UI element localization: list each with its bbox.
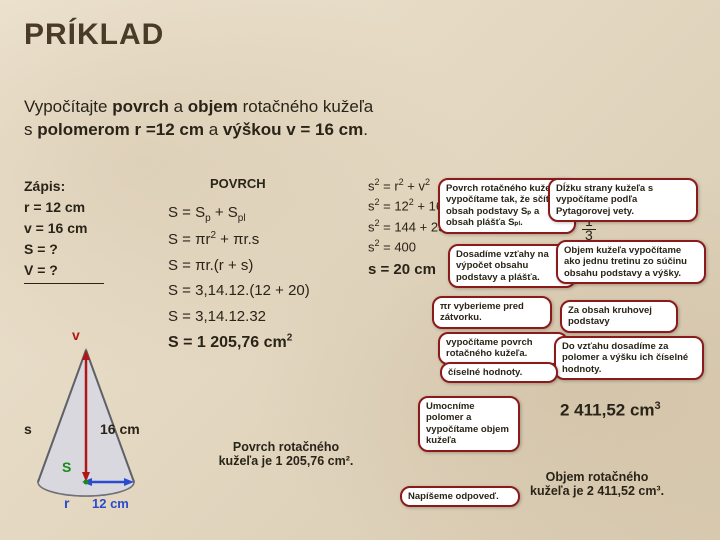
s-r1: S = Sp + Spl <box>168 200 310 227</box>
zapis-S: S = ? <box>24 239 104 260</box>
volume-result: 2 411,52 cm3 <box>560 400 661 421</box>
povrch-heading: POVRCH <box>210 176 266 191</box>
cone-S-label: S <box>62 459 71 475</box>
answer-surface: Povrch rotačného kužeľa je 1 205,76 cm². <box>176 440 396 468</box>
s-r2: S = πr2 + πr.s <box>168 227 310 253</box>
t1b: povrch <box>112 97 169 116</box>
t1a: Vypočítajte <box>24 97 112 116</box>
s-r5: S = 3,14.12.32 <box>168 304 310 330</box>
cone-r-val: 12 cm <box>92 496 129 511</box>
s-r6: S = 1 205,76 cm2 <box>168 329 310 356</box>
t1e: rotačného kužeľa <box>238 97 373 116</box>
t2c: a <box>204 120 223 139</box>
zapis-h: Zápis: <box>24 176 104 197</box>
callout-dosad2: Do vzťahu dosadíme za polomer a výšku ic… <box>554 336 704 380</box>
zapis-rule <box>24 283 104 284</box>
cone-diagram: s v 16 cm S 12 cm r <box>24 312 154 512</box>
zapis-v: v = 16 cm <box>24 218 104 239</box>
ans2b: kužeľa je 2 411,52 cm³. <box>530 484 664 498</box>
callout-objem-def: Objem kužeľa vypočítame ako jednu tretin… <box>556 240 706 284</box>
callout-pyt: Dĺžku strany kužeľa s vypočítame podľa P… <box>548 178 698 222</box>
t1c: a <box>169 97 188 116</box>
surface-column: S = Sp + Spl S = πr2 + πr.s S = πr.(r + … <box>168 200 310 356</box>
callout-umoc: Umocníme polomer a vypočítame objem kuže… <box>418 396 520 452</box>
t2b: polomerom r =12 cm <box>37 120 204 139</box>
cone-s-label: s <box>24 421 32 437</box>
task-text: Vypočítajte povrch a objem rotačného kuž… <box>24 96 373 142</box>
answer-volume: Objem rotačného kužeľa je 2 411,52 cm³. <box>530 470 664 498</box>
callout-odpoved: Napíšeme odpoveď. <box>400 486 520 507</box>
callout-cisla: číselné hodnoty. <box>440 362 558 383</box>
zapis-block: Zápis: r = 12 cm v = 16 cm S = ? V = ? <box>24 176 104 284</box>
cone-v-label: v <box>72 327 80 343</box>
ans1b: kužeľa je 1 205,76 cm². <box>219 454 354 468</box>
sc-r5: s = 20 cm <box>368 258 453 281</box>
callout-obsah: Za obsah kruhovej podstavy <box>560 300 678 333</box>
s-r4: S = 3,14.12.(12 + 20) <box>168 278 310 304</box>
cone-r-label: r <box>64 495 70 511</box>
t2a: s <box>24 120 37 139</box>
zapis-V: V = ? <box>24 260 104 281</box>
t1d: objem <box>188 97 238 116</box>
zapis-r: r = 12 cm <box>24 197 104 218</box>
t2e: . <box>363 120 368 139</box>
page-title: PRÍKLAD <box>24 18 164 52</box>
callout-vytkneme: πr vyberieme pred zátvorku. <box>432 296 552 329</box>
callout-povrch-calc: vypočítame povrch rotačného kužeľa. <box>438 332 568 365</box>
s-r3: S = πr.(r + s) <box>168 253 310 279</box>
ans2a: Objem rotačného <box>546 470 649 484</box>
ans1a: Povrch rotačného <box>233 440 339 454</box>
cone-h-label: 16 cm <box>100 421 140 437</box>
sc-r4: s2 = 400 <box>368 237 453 257</box>
t2d: výškou v = 16 cm <box>223 120 363 139</box>
